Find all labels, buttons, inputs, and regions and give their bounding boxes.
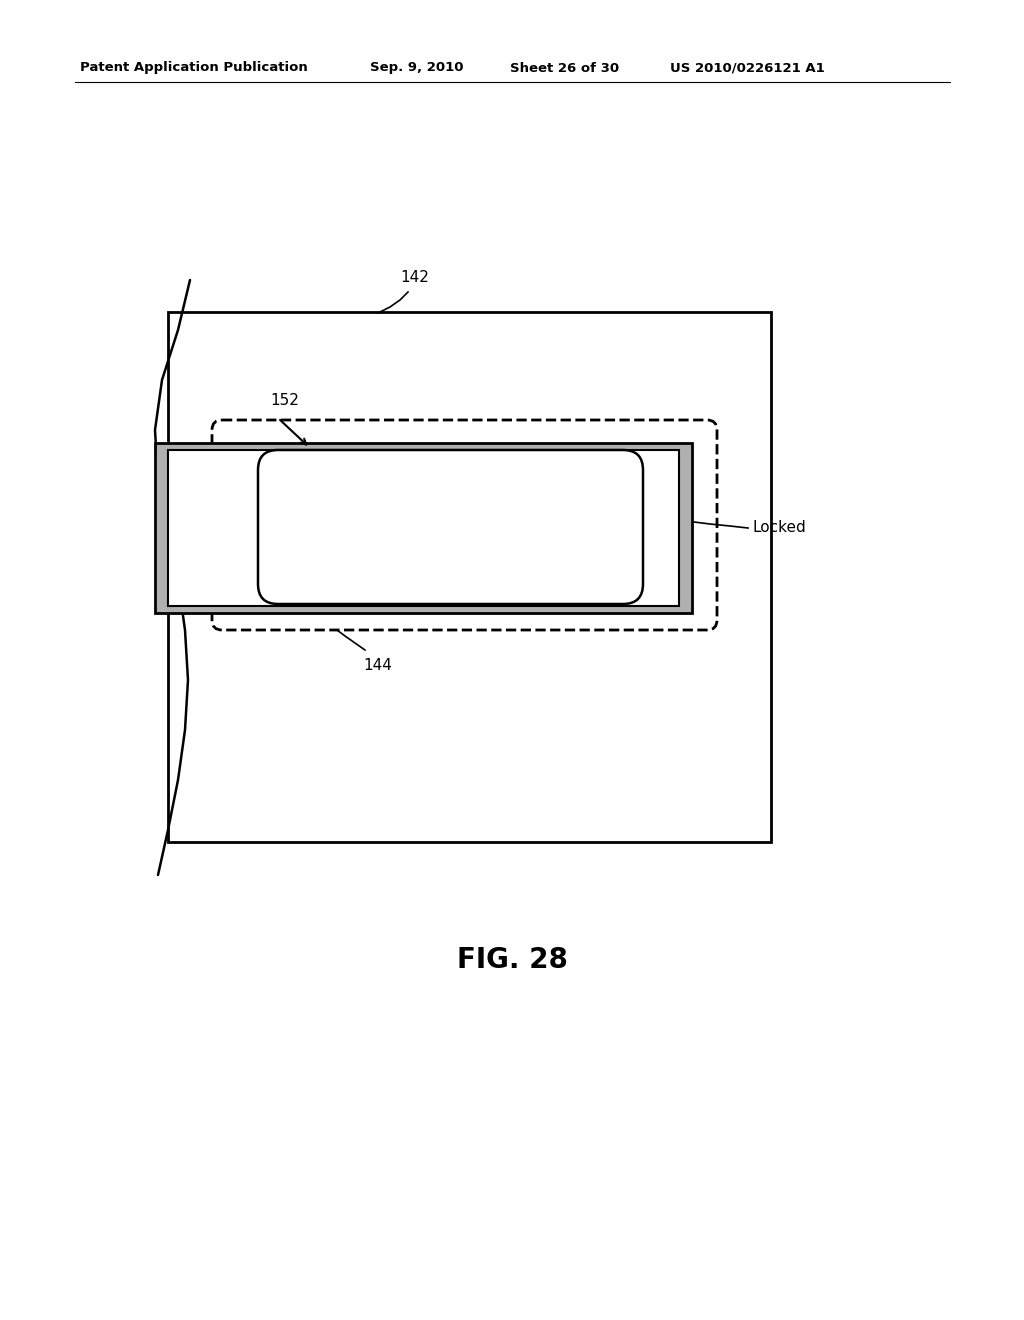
- Text: Patent Application Publication: Patent Application Publication: [80, 62, 308, 74]
- Text: FIG. 28: FIG. 28: [457, 946, 567, 974]
- Text: 142: 142: [400, 271, 429, 285]
- Text: Locked: Locked: [753, 520, 807, 536]
- FancyBboxPatch shape: [258, 450, 643, 605]
- Text: 152: 152: [270, 393, 299, 408]
- Text: 144: 144: [364, 657, 392, 673]
- Text: Sep. 9, 2010: Sep. 9, 2010: [370, 62, 464, 74]
- Bar: [155, 444, 692, 612]
- Bar: [168, 450, 679, 606]
- Text: Sheet 26 of 30: Sheet 26 of 30: [510, 62, 620, 74]
- Bar: [168, 312, 771, 842]
- Text: US 2010/0226121 A1: US 2010/0226121 A1: [670, 62, 824, 74]
